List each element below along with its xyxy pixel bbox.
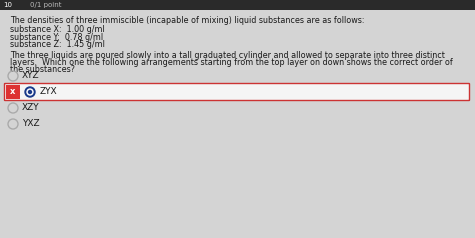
Circle shape <box>28 90 31 94</box>
Text: The densities of three immiscible (incapable of mixing) liquid substances are as: The densities of three immiscible (incap… <box>10 16 364 25</box>
Circle shape <box>25 87 35 97</box>
Text: ZYX: ZYX <box>40 88 57 96</box>
Text: layers.  Which one the following arrangements starting from the top layer on dow: layers. Which one the following arrangem… <box>10 58 453 67</box>
Text: substance Z:  1.45 g/ml: substance Z: 1.45 g/ml <box>10 40 105 49</box>
Text: the substances?: the substances? <box>10 65 75 74</box>
Text: YXZ: YXZ <box>22 119 39 129</box>
Bar <box>6 85 20 99</box>
Text: substance Y:  0.78 g/ml: substance Y: 0.78 g/ml <box>10 33 103 41</box>
Text: The three liquids are poured slowly into a tall graduated cylinder and allowed t: The three liquids are poured slowly into… <box>10 50 445 60</box>
Text: substance X:  1.00 g/ml: substance X: 1.00 g/ml <box>10 25 105 34</box>
Text: x: x <box>10 88 16 96</box>
Text: XYZ: XYZ <box>22 71 39 80</box>
Text: 0/1 point: 0/1 point <box>30 2 61 8</box>
FancyBboxPatch shape <box>4 84 469 100</box>
Text: XZY: XZY <box>22 104 39 113</box>
Bar <box>0 0 475 10</box>
Text: 10: 10 <box>3 2 12 8</box>
Circle shape <box>27 89 33 95</box>
